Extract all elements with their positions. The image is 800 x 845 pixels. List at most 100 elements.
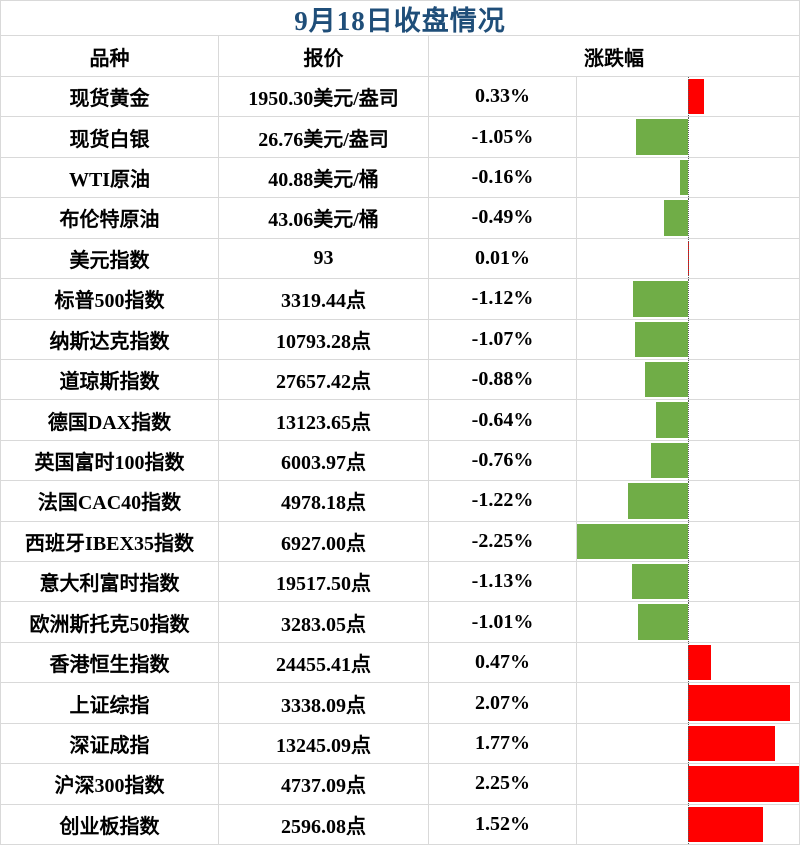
bar-axis-line — [688, 521, 689, 562]
page-title: 9月18日收盘情况 — [1, 1, 799, 36]
change-bar-cell — [577, 481, 799, 521]
table-row: 法国CAC40指数 4978.18点 -1.22% — [1, 481, 799, 522]
change-bar-cell — [577, 440, 799, 481]
table-row: 布伦特原油 43.06美元/桶 -0.49% — [1, 198, 799, 239]
bar-axis-line — [688, 117, 689, 157]
negative-change-bar — [680, 159, 688, 196]
table-row: 标普500指数 3319.44点 -1.12% — [1, 279, 799, 320]
change-bar-cell — [577, 764, 799, 804]
change-percent: 0.47% — [429, 642, 577, 683]
instrument-name: 法国CAC40指数 — [1, 481, 219, 521]
quote-value: 1950.30美元/盎司 — [219, 77, 429, 117]
quote-value: 4737.09点 — [219, 764, 429, 804]
bar-axis-line — [688, 440, 689, 481]
instrument-name: 深证成指 — [1, 723, 219, 764]
table-header: 品种 报价 涨跌幅 — [1, 36, 799, 77]
positive-change-bar — [688, 644, 712, 681]
change-bar-cell — [577, 157, 799, 198]
change-bar-cell — [577, 198, 799, 238]
instrument-name: 现货白银 — [1, 117, 219, 157]
negative-change-bar — [656, 402, 688, 438]
negative-change-bar — [663, 200, 688, 236]
negative-change-bar — [644, 361, 688, 398]
negative-change-bar — [627, 483, 688, 519]
instrument-name: 上证综指 — [1, 683, 219, 723]
table-row: 创业板指数 2596.08点 1.52% — [1, 804, 799, 845]
instrument-name: 德国DAX指数 — [1, 400, 219, 440]
table-row: 现货黄金 1950.30美元/盎司 0.33% — [1, 77, 799, 118]
positive-change-bar — [688, 79, 705, 115]
table-row: 英国富时100指数 6003.97点 -0.76% — [1, 440, 799, 482]
instrument-name: WTI原油 — [1, 157, 219, 198]
negative-change-bar — [635, 321, 688, 357]
table-row: 纳斯达克指数 10793.28点 -1.07% — [1, 319, 799, 360]
negative-change-bar — [632, 564, 688, 600]
page-title-text: 9月18日收盘情况 — [294, 5, 506, 36]
table-row: 欧洲斯托克50指数 3283.05点 -1.01% — [1, 602, 799, 643]
change-percent: -1.05% — [429, 117, 577, 157]
quote-value: 13123.65点 — [219, 400, 429, 440]
change-bar-cell — [577, 683, 799, 723]
quote-value: 3338.09点 — [219, 683, 429, 723]
negative-change-bar — [638, 604, 688, 640]
instrument-name: 英国富时100指数 — [1, 440, 219, 481]
bar-axis-line — [688, 602, 689, 642]
table-row: 现货白银 26.76美元/盎司 -1.05% — [1, 117, 799, 158]
quote-value: 3319.44点 — [219, 279, 429, 319]
column-header-quote: 报价 — [219, 36, 429, 76]
instrument-name: 美元指数 — [1, 238, 219, 279]
quote-value: 43.06美元/桶 — [219, 198, 429, 238]
quote-value: 93 — [219, 238, 429, 279]
instrument-name: 标普500指数 — [1, 279, 219, 319]
change-bar-cell — [577, 117, 799, 157]
change-bar-cell — [577, 400, 799, 440]
change-percent: 2.07% — [429, 683, 577, 723]
quote-value: 4978.18点 — [219, 481, 429, 521]
change-percent: -0.16% — [429, 157, 577, 198]
quote-value: 3283.05点 — [219, 602, 429, 642]
table-row: 香港恒生指数 24455.41点 0.47% — [1, 642, 799, 684]
instrument-name: 沪深300指数 — [1, 764, 219, 804]
change-bar-cell — [577, 562, 799, 602]
quote-value: 10793.28点 — [219, 319, 429, 359]
table-row: 西班牙IBEX35指数 6927.00点 -2.25% — [1, 521, 799, 563]
change-percent: 1.77% — [429, 723, 577, 764]
table-row: 道琼斯指数 27657.42点 -0.88% — [1, 359, 799, 401]
change-percent: 0.01% — [429, 238, 577, 279]
instrument-name: 欧洲斯托克50指数 — [1, 602, 219, 642]
change-percent: -0.49% — [429, 198, 577, 238]
bar-axis-line — [688, 764, 689, 804]
instrument-name: 布伦特原油 — [1, 198, 219, 238]
change-bar-cell — [577, 319, 799, 359]
bar-axis-line — [688, 562, 689, 602]
instrument-name: 香港恒生指数 — [1, 642, 219, 683]
quote-value: 6927.00点 — [219, 521, 429, 562]
table-row: 深证成指 13245.09点 1.77% — [1, 723, 799, 765]
instrument-name: 纳斯达克指数 — [1, 319, 219, 359]
bar-axis-line — [688, 319, 689, 359]
quote-value: 26.76美元/盎司 — [219, 117, 429, 157]
change-bar-cell — [577, 642, 799, 683]
change-percent: 1.52% — [429, 804, 577, 845]
change-bar-cell — [577, 359, 799, 400]
change-percent: -1.01% — [429, 602, 577, 642]
quote-value: 13245.09点 — [219, 723, 429, 764]
change-percent: 2.25% — [429, 764, 577, 804]
change-percent: -1.12% — [429, 279, 577, 319]
table-row: 德国DAX指数 13123.65点 -0.64% — [1, 400, 799, 441]
change-percent: -1.22% — [429, 481, 577, 521]
change-percent: -0.64% — [429, 400, 577, 440]
table-row: 美元指数 93 0.01% — [1, 238, 799, 280]
bar-axis-line — [688, 77, 689, 117]
change-bar-cell — [577, 238, 799, 279]
change-bar-cell — [577, 521, 799, 562]
change-percent: -0.88% — [429, 359, 577, 400]
quote-value: 2596.08点 — [219, 804, 429, 845]
bar-axis-line — [688, 683, 689, 723]
table-row: 沪深300指数 4737.09点 2.25% — [1, 764, 799, 805]
positive-change-bar — [688, 725, 776, 762]
bar-axis-line — [688, 481, 689, 521]
change-bar-cell — [577, 279, 799, 319]
positive-change-bar — [688, 685, 791, 721]
